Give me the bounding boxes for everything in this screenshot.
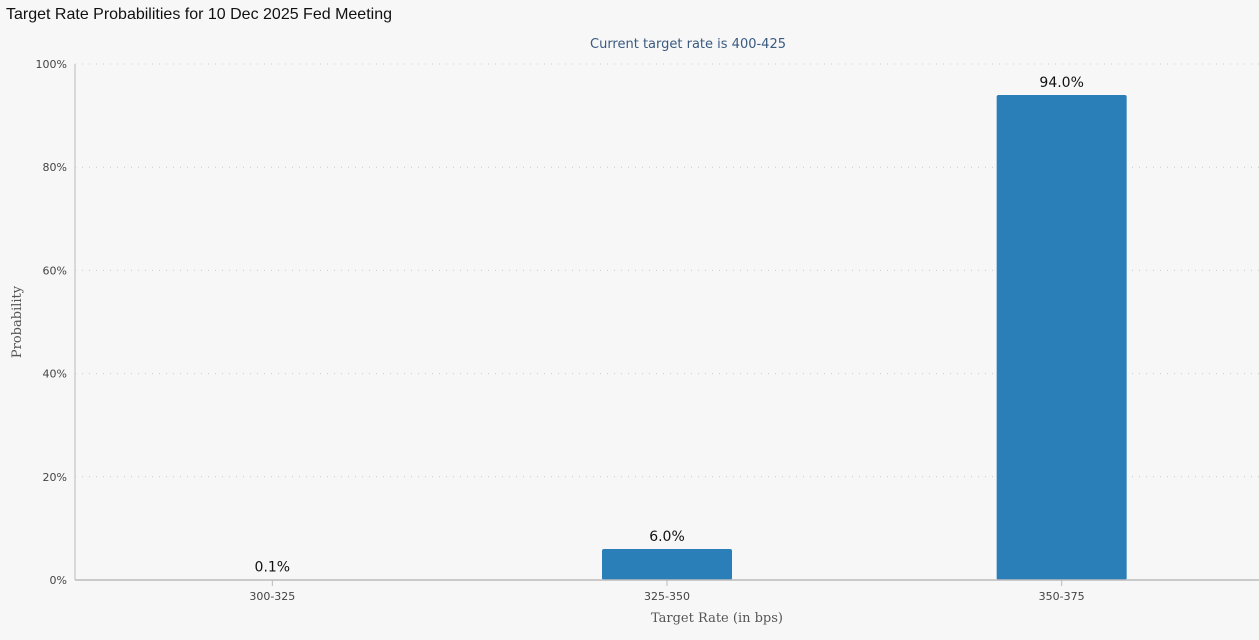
page-title: Target Rate Probabilities for 10 Dec 202…: [6, 6, 392, 23]
chart-subtitle: Current target rate is 400-425: [590, 37, 786, 52]
y-tick-label: 40%: [43, 368, 67, 381]
y-tick-label: 80%: [43, 161, 67, 174]
bar-350-375[interactable]: [996, 94, 1127, 581]
data-label: 0.1%: [255, 559, 291, 575]
x-tick-label: 300-325: [249, 590, 295, 603]
y-tick-label: 100%: [36, 58, 67, 71]
x-tick-label: 325-350: [644, 590, 690, 603]
data-label: 6.0%: [649, 529, 685, 545]
y-tick-label: 0%: [50, 574, 67, 587]
bar-325-350[interactable]: [602, 549, 732, 580]
data-label: 94.0%: [1039, 75, 1083, 91]
x-axis: 300-325 325-350 350-375: [75, 579, 1259, 603]
x-tick-label: 350-375: [1039, 590, 1085, 603]
y-axis: 0% 20% 40% 60% 80% 100%: [36, 58, 76, 587]
y-tick-label: 60%: [43, 264, 67, 277]
y-tick-label: 20%: [43, 471, 67, 484]
bars: 0.1% 6.0% 94.0%: [207, 75, 1127, 581]
x-axis-title: Target Rate (in bps): [651, 611, 783, 626]
y-axis-title: Probability: [10, 285, 25, 358]
